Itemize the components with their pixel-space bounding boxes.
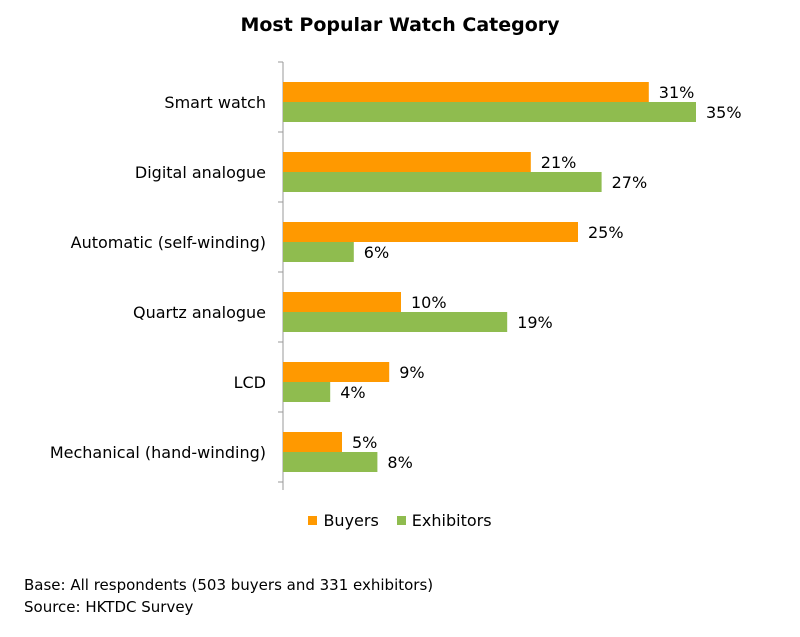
- data-label-buyers-lcd: 9%: [399, 363, 424, 382]
- bar-buyers-automatic-self-winding: [283, 222, 578, 242]
- bar-exhibitors-smart-watch: [283, 102, 696, 122]
- data-label-exhibitors-mechanical-hand-winding: 8%: [387, 453, 412, 472]
- data-label-buyers-automatic-self-winding: 25%: [588, 223, 624, 242]
- bar-buyers-lcd: [283, 362, 390, 382]
- data-label-exhibitors-automatic-self-winding: 6%: [364, 243, 389, 262]
- bar-exhibitors-lcd: [283, 382, 331, 402]
- data-label-exhibitors-digital-analogue: 27%: [612, 173, 648, 192]
- data-label-buyers-mechanical-hand-winding: 5%: [352, 433, 377, 452]
- data-label-buyers-digital-analogue: 21%: [541, 153, 577, 172]
- legend-swatch-buyers: [308, 516, 318, 525]
- footnote-base: Base: All respondents (503 buyers and 33…: [24, 576, 434, 594]
- footnotes: Base: All respondents (503 buyers and 33…: [24, 574, 433, 618]
- data-label-exhibitors-quartz-analogue: 19%: [517, 313, 553, 332]
- bar-exhibitors-digital-analogue: [283, 172, 602, 192]
- labels: Smart watch 31% 35% Digital analogue 21% 27% A…: [50, 83, 742, 472]
- bar-buyers-quartz-analogue: [283, 292, 401, 312]
- data-label-exhibitors-lcd: 4%: [340, 383, 365, 402]
- data-label-buyers-quartz-analogue: 10%: [411, 293, 447, 312]
- data-label-buyers-smart-watch: 31%: [659, 83, 695, 102]
- bar-buyers-smart-watch: [283, 82, 649, 102]
- legend: Buyers Exhibitors: [0, 511, 800, 530]
- footnote-source: Source: HKTDC Survey: [24, 598, 194, 616]
- bar-exhibitors-automatic-self-winding: [283, 242, 354, 262]
- data-label-exhibitors-smart-watch: 35%: [706, 103, 742, 122]
- legend-item-exhibitors: Exhibitors: [396, 511, 492, 530]
- chart-title: Most Popular Watch Category: [240, 14, 560, 36]
- bar-exhibitors-mechanical-hand-winding: [283, 452, 378, 472]
- legend-item-buyers: Buyers: [308, 511, 379, 530]
- category-label-quartz-analogue: Quartz analogue: [133, 303, 266, 322]
- category-axis-ticks: [278, 61, 283, 483]
- bar-exhibitors-quartz-analogue: [283, 312, 508, 332]
- legend-swatch-exhibitors: [396, 516, 406, 525]
- category-label-automatic-self-winding: Automatic (self-winding): [71, 233, 266, 252]
- bar-buyers-mechanical-hand-winding: [283, 432, 342, 452]
- legend-label-exhibitors: Exhibitors: [411, 511, 492, 530]
- category-label-mechanical-hand-winding: Mechanical (hand-winding): [50, 443, 266, 462]
- bars: [283, 82, 696, 472]
- category-label-smart-watch: Smart watch: [164, 93, 266, 112]
- legend-label-buyers: Buyers: [323, 511, 379, 530]
- bar-buyers-digital-analogue: [283, 152, 531, 172]
- category-label-lcd: LCD: [234, 373, 266, 392]
- category-label-digital-analogue: Digital analogue: [135, 163, 266, 182]
